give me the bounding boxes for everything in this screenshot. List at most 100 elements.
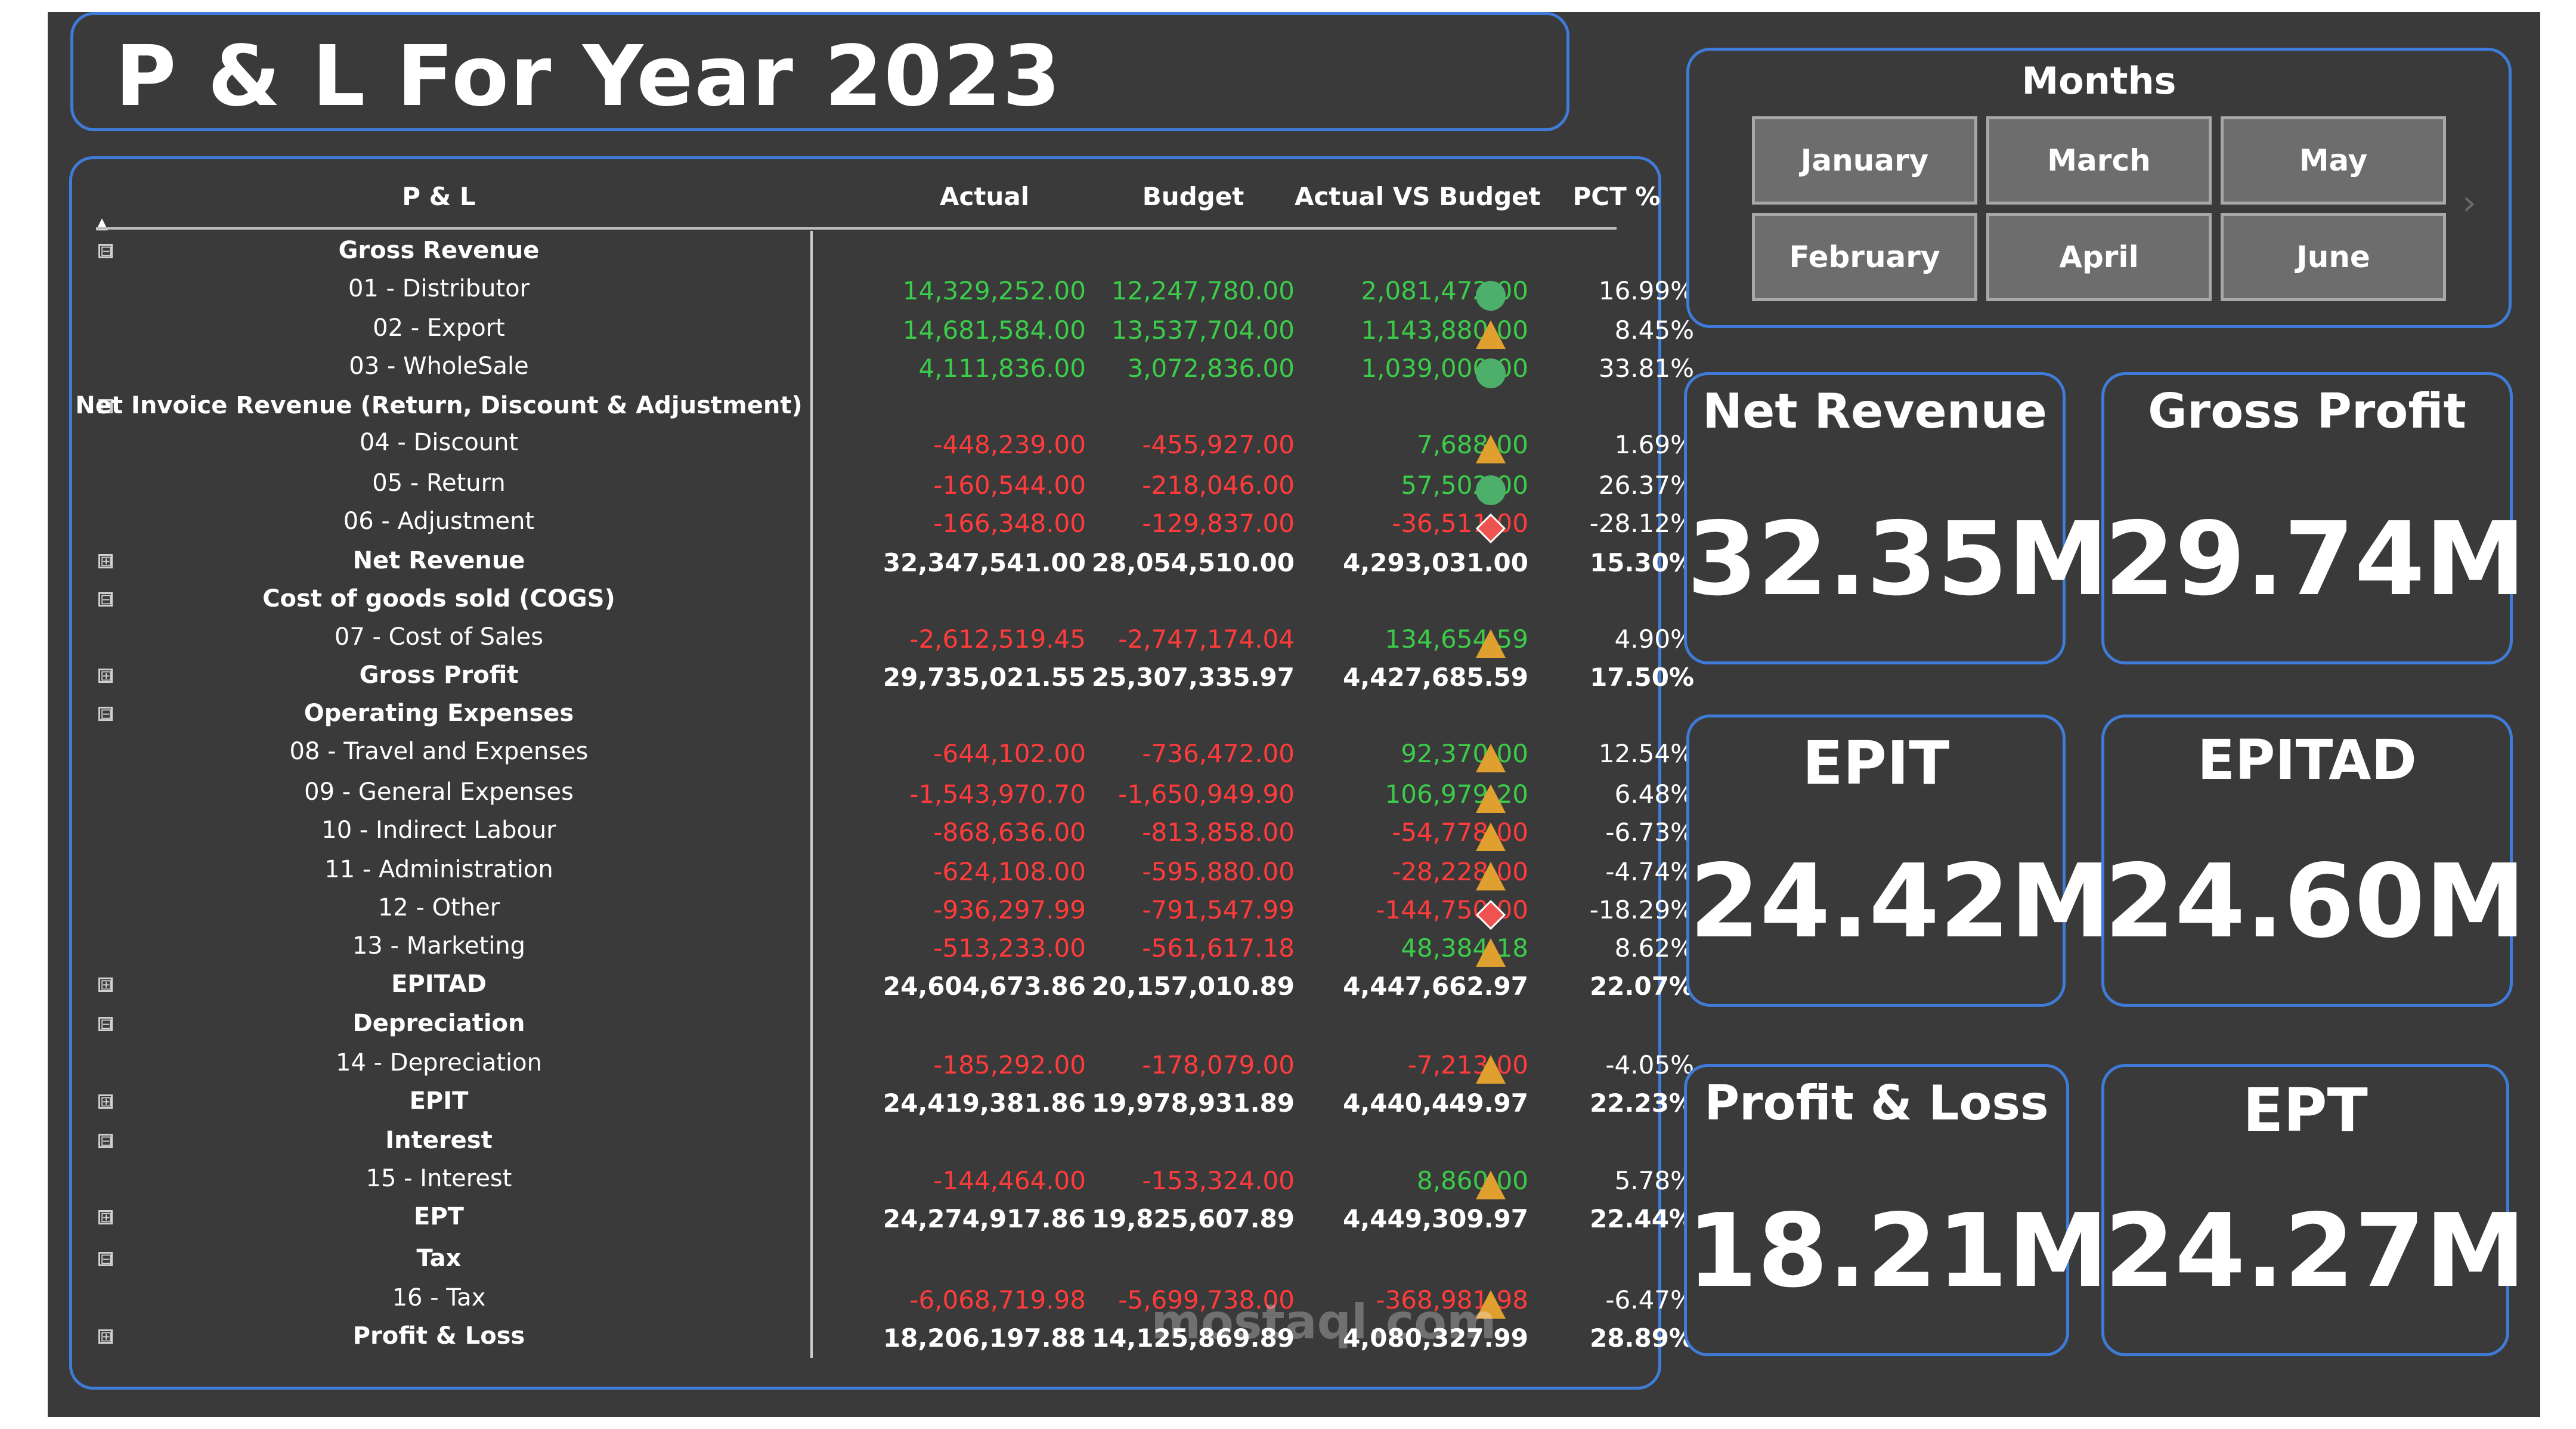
cell-pct: 1.69% [1614,430,1694,459]
expand-icon[interactable]: ⊞ [98,554,113,568]
kpi-value: 24.60M [2104,843,2526,961]
month-button-march[interactable]: March [1986,116,2212,205]
cell-budget: -178,079.00 [1142,1050,1295,1080]
collapse-icon[interactable]: ⊟ [98,1134,113,1148]
cell-budget: 19,825,607.89 [1091,1204,1295,1233]
slicer-title: Months [2021,59,2176,103]
kpi-title: Net Revenue [1702,383,2047,439]
row-label: Profit & Loss [352,1322,525,1350]
sort-ascending-icon[interactable]: ▲ [96,215,108,233]
cell-budget: -2,747,174.04 [1118,624,1295,654]
group-header-row[interactable]: ⊟ Net Invoice Revenue (Return, Discount &… [72,391,1658,429]
cell-actual-vs-budget: 4,449,309.97 [1343,1204,1528,1233]
table-row[interactable]: 06 - Adjustment -166,348.00 -129,837.00 -36… [72,506,1694,545]
group-header-row[interactable]: ⊟ Gross Revenue [72,236,1658,274]
cell-pct: -6.73% [1605,818,1694,847]
header-actual[interactable]: Actual [939,182,1030,211]
cell-budget: -595,880.00 [1142,857,1295,886]
month-button-january[interactable]: January [1752,116,1977,205]
subtotal-row[interactable]: ⊞ Net Revenue 32,347,541.00 28,054,510.00 4,… [72,546,1694,584]
cell-actual: -644,102.00 [933,739,1086,768]
subtotal-row[interactable]: ⊞ EPIT 24,419,381.86 19,978,931.89 4,440,449… [72,1086,1694,1124]
table-row[interactable]: 08 - Travel and Expenses -644,102.00 -736,… [72,737,1694,775]
row-label: EPT [414,1203,464,1230]
months-slicer: Months January March May February April … [1686,48,2512,328]
collapse-icon[interactable]: ⊟ [98,244,113,258]
expand-icon[interactable]: ⊞ [98,1329,113,1344]
group-header-row[interactable]: ⊟ Operating Expenses [72,698,1658,737]
watermark: mostaql.com [1151,1294,1497,1350]
subtotal-row[interactable]: ⊞ Gross Profit 29,735,021.55 25,307,335.97 4… [72,660,1694,698]
cell-budget: 14,125,869.89 [1091,1323,1295,1353]
kpi-title: Gross Profit [2148,383,2466,439]
collapse-icon[interactable]: ⊟ [98,707,113,721]
header-budget[interactable]: Budget [1142,182,1244,211]
row-label: 16 - Tax [392,1284,486,1312]
cell-actual-vs-budget: 48,384.18 [1401,933,1528,963]
row-label: 14 - Depreciation [336,1049,542,1077]
collapse-icon[interactable]: ⊟ [98,592,113,607]
collapse-icon[interactable]: ⊟ [98,399,113,413]
cell-actual: -868,636.00 [933,818,1086,847]
month-button-february[interactable]: February [1752,213,1977,301]
cell-pct: 8.45% [1614,316,1694,345]
cell-budget: -455,927.00 [1142,430,1295,459]
table-row[interactable]: 02 - Export 14,681,584.00 13,537,704.00 1,1… [72,313,1694,351]
cell-actual-vs-budget: 7,688.00 [1416,430,1528,459]
table-row[interactable]: 13 - Marketing -513,233.00 -561,617.18 48,3… [72,931,1694,969]
table-row[interactable]: 14 - Depreciation -185,292.00 -178,079.00 -… [72,1048,1694,1086]
cell-actual: 29,735,021.55 [883,663,1086,692]
table-row[interactable]: 12 - Other -936,297.99 -791,547.99 -144,750… [72,893,1694,931]
cell-budget: 13,537,704.00 [1111,316,1295,345]
row-label: EPITAD [391,970,487,998]
cell-pct: 15.30% [1590,548,1694,577]
table-row[interactable]: 16 - Tax -6,068,719.98 -5,699,738.00 -368,9… [72,1283,1694,1321]
group-header-row[interactable]: ⊟ Interest [72,1125,1658,1164]
header-actual-vs-budget[interactable]: Actual VS Budget [1295,182,1541,211]
row-label: 03 - WholeSale [349,352,529,380]
cell-budget: 12,247,780.00 [1111,276,1295,305]
table-row[interactable]: 15 - Interest -144,464.00 -153,324.00 8,860… [72,1164,1694,1202]
expand-icon[interactable]: ⊞ [98,978,113,992]
header-pnl[interactable]: P & L [402,182,476,211]
table-row[interactable]: 09 - General Expenses -1,543,970.70 -1,650… [72,777,1694,815]
cell-actual: -6,068,719.98 [909,1285,1086,1314]
group-header-row[interactable]: ⊟ Depreciation [72,1009,1658,1047]
cell-pct: 26.37% [1598,471,1694,500]
table-row[interactable]: 10 - Indirect Labour -868,636.00 -813,858.… [72,815,1694,853]
table-row[interactable]: 04 - Discount -448,239.00 -455,927.00 7,688… [72,428,1694,466]
row-label: Net Invoice Revenue (Return, Discount & … [75,392,803,419]
group-header-row[interactable]: ⊟ Tax [72,1244,1658,1282]
row-label: Operating Expenses [304,700,574,727]
expand-icon[interactable]: ⊞ [98,669,113,683]
subtotal-row[interactable]: ⊞ Profit & Loss 18,206,197.88 14,125,869.89… [72,1321,1694,1359]
table-row[interactable]: 03 - WholeSale 4,111,836.00 3,072,836.00 1,… [72,351,1694,389]
collapse-icon[interactable]: ⊟ [98,1252,113,1266]
expand-icon[interactable]: ⊞ [98,1094,113,1109]
header-pct[interactable]: PCT % [1572,182,1661,211]
row-label: 13 - Marketing [352,932,526,960]
table-row[interactable]: 07 - Cost of Sales -2,612,519.45 -2,747,17… [72,622,1694,660]
month-button-may[interactable]: May [2221,116,2446,205]
table-row[interactable]: 01 - Distributor 14,329,252.00 12,247,780.… [72,274,1694,312]
cell-actual-vs-budget: 4,080,327.99 [1343,1323,1528,1353]
group-header-row[interactable]: ⊟ Cost of goods sold (COGS) [72,584,1658,622]
row-label: 06 - Adjustment [343,508,535,535]
cell-pct: -4.05% [1605,1050,1694,1080]
chevron-right-icon[interactable]: › [2462,182,2476,224]
subtotal-row[interactable]: ⊞ EPT 24,274,917.86 19,825,607.89 4,449,309.… [72,1202,1694,1240]
cell-actual-vs-budget: 4,427,685.59 [1343,663,1528,692]
collapse-icon[interactable]: ⊟ [98,1017,113,1031]
cell-pct: 12.54% [1598,739,1694,768]
row-label: 05 - Return [372,469,506,497]
cell-actual-vs-budget: 134,654.59 [1385,624,1528,654]
month-button-april[interactable]: April [1986,213,2212,301]
subtotal-row[interactable]: ⊞ EPITAD 24,604,673.86 20,157,010.89 4,447,6… [72,969,1694,1007]
month-button-june[interactable]: June [2221,213,2446,301]
kpi-card-profit-and-loss: Profit & Loss 18.21M [1684,1064,2109,1356]
expand-icon[interactable]: ⊞ [98,1210,113,1224]
table-row[interactable]: 11 - Administration -624,108.00 -595,880.0… [72,855,1694,893]
table-row[interactable]: 05 - Return -160,544.00 -218,046.00 57,502.… [72,468,1694,506]
row-label: EPIT [409,1087,469,1115]
kpi-value: 24.42M [1689,843,2111,961]
